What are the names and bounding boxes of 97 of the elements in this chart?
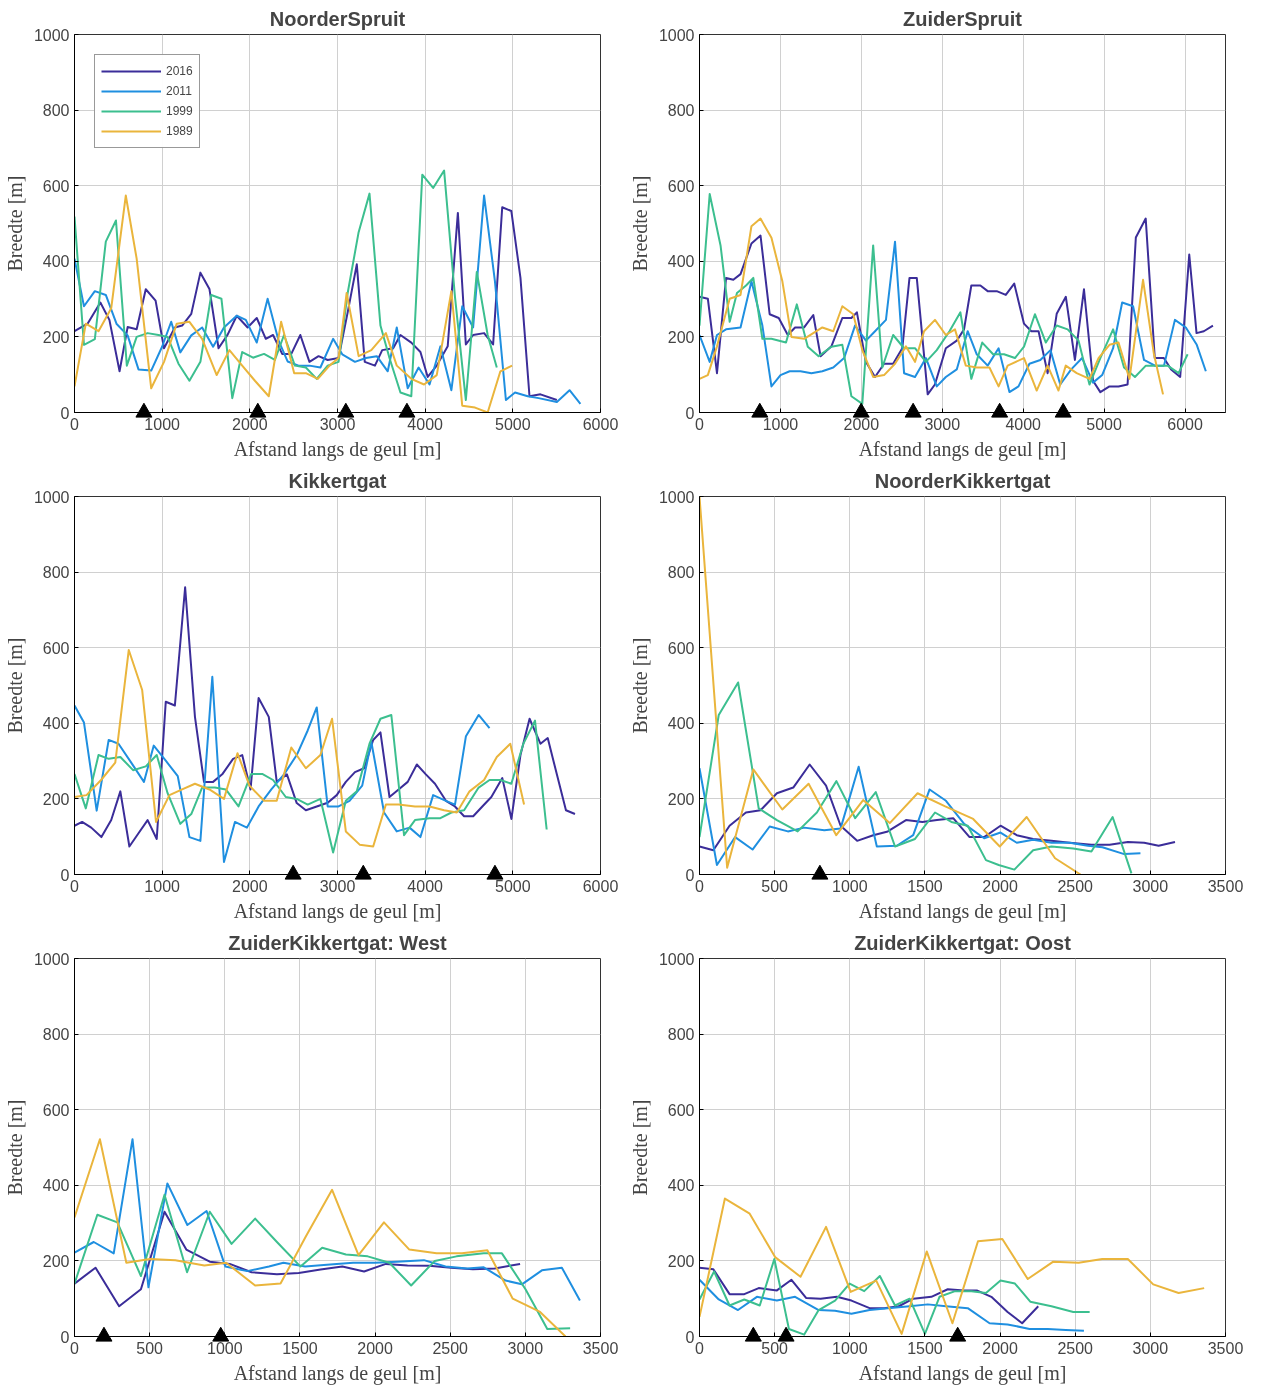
y-tick-label: 400 xyxy=(667,1177,695,1195)
y-tick-label: 0 xyxy=(60,866,70,884)
y-tick-label: 600 xyxy=(667,639,695,657)
x-tick-label: 2000 xyxy=(357,1339,393,1357)
y-axis-title: Breedte [m] xyxy=(628,1099,651,1196)
x-tick-label: 2000 xyxy=(982,877,1018,895)
chart-title: NoorderSpruit xyxy=(269,7,406,30)
y-tick-label: 400 xyxy=(42,715,70,733)
chart-title: ZuiderKikkertgat: Oost xyxy=(854,931,1072,954)
x-tick-label: 5000 xyxy=(495,877,531,895)
x-tick-label: 3000 xyxy=(319,415,356,433)
x-tick-label: 1000 xyxy=(144,415,181,433)
x-tick-label: 2000 xyxy=(982,1339,1018,1357)
x-tick-label: 3000 xyxy=(319,877,356,895)
y-tick-label: 400 xyxy=(667,715,695,733)
chart-title: ZuiderSpruit xyxy=(903,7,1023,30)
y-tick-label: 600 xyxy=(42,1101,70,1119)
y-tick-label: 0 xyxy=(685,404,695,422)
y-tick-label: 200 xyxy=(42,328,70,346)
y-tick-label: 200 xyxy=(667,790,695,808)
x-tick-label: 6000 xyxy=(582,877,619,895)
chart-title: ZuiderKikkertgat: West xyxy=(228,931,448,954)
x-tick-label: 3000 xyxy=(507,1339,544,1357)
y-tick-label: 1000 xyxy=(33,488,70,506)
y-axis-title: Breedte [m] xyxy=(3,175,26,272)
y-tick-label: 800 xyxy=(667,1026,695,1044)
x-tick-label: 5000 xyxy=(495,415,531,433)
y-tick-label: 0 xyxy=(685,866,695,884)
y-tick-label: 800 xyxy=(667,102,695,120)
y-tick-label: 0 xyxy=(685,1328,695,1346)
y-tick-label: 600 xyxy=(667,177,695,195)
x-tick-label: 3000 xyxy=(1132,877,1169,895)
x-tick-label: 2500 xyxy=(432,1339,469,1357)
legend-label: 1989 xyxy=(166,124,193,138)
y-axis-title: Breedte [m] xyxy=(628,175,651,272)
x-tick-label: 500 xyxy=(761,1339,789,1357)
x-axis-title: Afstand langs de geul [m] xyxy=(233,899,442,923)
y-axis-title: Breedte [m] xyxy=(3,637,26,734)
y-tick-label: 400 xyxy=(42,253,70,271)
x-tick-label: 1500 xyxy=(907,877,943,895)
x-tick-label: 2000 xyxy=(232,877,268,895)
y-tick-label: 600 xyxy=(42,177,70,195)
x-tick-label: 2500 xyxy=(1057,1339,1094,1357)
chart-title: NoorderKikkertgat xyxy=(874,469,1051,492)
y-tick-label: 400 xyxy=(667,253,695,271)
legend-label: 1999 xyxy=(166,104,193,118)
x-tick-label: 3500 xyxy=(582,1339,619,1357)
y-tick-label: 1000 xyxy=(658,488,695,506)
x-tick-label: 3500 xyxy=(1207,877,1244,895)
x-tick-label: 1000 xyxy=(762,415,799,433)
x-tick-label: 1000 xyxy=(831,877,868,895)
y-axis-title: Breedte [m] xyxy=(628,637,651,734)
legend-label: 2016 xyxy=(166,64,193,78)
y-tick-label: 800 xyxy=(42,1026,70,1044)
x-tick-label: 500 xyxy=(136,1339,164,1357)
x-tick-label: 6000 xyxy=(582,415,619,433)
x-axis-title: Afstand langs de geul [m] xyxy=(858,899,1067,923)
x-tick-label: 5000 xyxy=(1086,415,1123,433)
y-tick-label: 400 xyxy=(42,1177,70,1195)
x-tick-label: 2000 xyxy=(232,415,268,433)
x-tick-label: 4000 xyxy=(407,415,444,433)
x-axis-title: Afstand langs de geul [m] xyxy=(233,437,442,461)
x-tick-label: 1000 xyxy=(206,1339,243,1357)
y-tick-label: 1000 xyxy=(33,26,70,44)
x-tick-label: 2000 xyxy=(843,415,880,433)
x-axis-title: Afstand langs de geul [m] xyxy=(858,437,1067,461)
y-tick-label: 0 xyxy=(60,404,70,422)
y-tick-label: 1000 xyxy=(658,950,695,968)
x-tick-label: 4000 xyxy=(1005,415,1042,433)
y-tick-label: 1000 xyxy=(658,26,695,44)
y-tick-label: 800 xyxy=(42,564,70,582)
x-tick-label: 1000 xyxy=(144,877,181,895)
x-tick-label: 3000 xyxy=(1132,1339,1169,1357)
y-tick-label: 0 xyxy=(60,1328,70,1346)
x-tick-label: 1000 xyxy=(831,1339,868,1357)
x-tick-label: 4000 xyxy=(407,877,444,895)
y-tick-label: 1000 xyxy=(33,950,70,968)
chart-title: Kikkertgat xyxy=(288,469,387,492)
x-tick-label: 1500 xyxy=(282,1339,318,1357)
y-tick-label: 200 xyxy=(667,1252,695,1270)
y-tick-label: 800 xyxy=(42,102,70,120)
x-tick-label: 2500 xyxy=(1057,877,1094,895)
y-tick-label: 600 xyxy=(667,1101,695,1119)
y-tick-label: 200 xyxy=(42,1252,70,1270)
y-tick-label: 200 xyxy=(667,328,695,346)
x-tick-label: 500 xyxy=(761,877,789,895)
x-tick-label: 3000 xyxy=(924,415,961,433)
y-tick-label: 800 xyxy=(667,564,695,582)
y-axis-title: Breedte [m] xyxy=(3,1099,26,1196)
y-tick-label: 200 xyxy=(42,790,70,808)
x-axis-title: Afstand langs de geul [m] xyxy=(233,1361,442,1385)
x-tick-label: 6000 xyxy=(1167,415,1203,433)
legend-label: 2011 xyxy=(166,84,192,98)
y-tick-label: 600 xyxy=(42,639,70,657)
x-axis-title: Afstand langs de geul [m] xyxy=(858,1361,1067,1385)
x-tick-label: 1500 xyxy=(907,1339,943,1357)
x-tick-label: 3500 xyxy=(1207,1339,1244,1357)
